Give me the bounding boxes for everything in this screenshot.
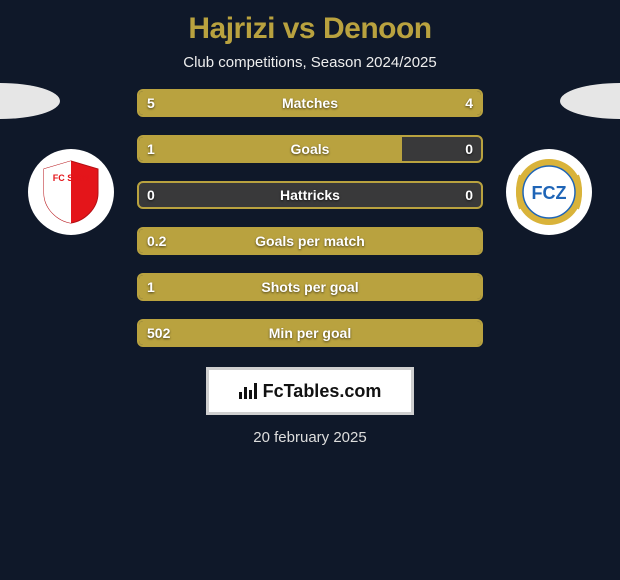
stat-bar-fill-left bbox=[139, 321, 481, 345]
stat-row: Goals10 bbox=[137, 135, 483, 163]
fc-sion-logo: FC SION bbox=[36, 157, 106, 227]
stat-bars: Matches54 Goals10 Hattricks00 Goals per mat… bbox=[137, 89, 483, 347]
stat-bar-track bbox=[137, 89, 483, 117]
brand-name: FcTables.com bbox=[263, 381, 382, 402]
vs-label: vs bbox=[283, 12, 315, 45]
stat-row: Goals per match0.2 bbox=[137, 227, 483, 255]
club-badge-right: FCZ bbox=[506, 149, 592, 235]
stat-row: Min per goal502 bbox=[137, 319, 483, 347]
stat-row: Hattricks00 bbox=[137, 181, 483, 209]
stat-bar-track bbox=[137, 227, 483, 255]
player2-accent-oval bbox=[560, 83, 620, 119]
stat-bar-fill-right bbox=[327, 91, 481, 115]
stat-bar-track bbox=[137, 181, 483, 209]
brand-box[interactable]: FcTables.com bbox=[206, 367, 414, 415]
stat-bar-fill-left bbox=[139, 275, 481, 299]
stat-bar-track bbox=[137, 273, 483, 301]
club-badge-left: FC SION bbox=[28, 149, 114, 235]
subtitle: Club competitions, Season 2024/2025 bbox=[183, 54, 437, 71]
fc-zurich-logo: FCZ bbox=[514, 157, 584, 227]
page-title: Hajrizi vs Denoon bbox=[188, 12, 431, 46]
comparison-area: FC SION FCZ Matches54 Goals10 Hattricks00 G… bbox=[0, 89, 620, 446]
date-label: 20 february 2025 bbox=[253, 429, 366, 446]
stat-row: Matches54 bbox=[137, 89, 483, 117]
stat-bar-track bbox=[137, 319, 483, 347]
player1-accent-oval bbox=[0, 83, 60, 119]
stat-bar-track bbox=[137, 135, 483, 163]
svg-text:FCZ: FCZ bbox=[532, 183, 567, 203]
brand-bars-icon bbox=[239, 383, 257, 399]
stat-bar-fill-left bbox=[139, 137, 402, 161]
stat-bar-fill-left bbox=[139, 91, 327, 115]
player2-name: Denoon bbox=[323, 12, 432, 45]
player1-name: Hajrizi bbox=[188, 12, 275, 45]
stat-row: Shots per goal1 bbox=[137, 273, 483, 301]
svg-text:FC SION: FC SION bbox=[53, 173, 90, 183]
stat-bar-fill-left bbox=[139, 229, 481, 253]
root: Hajrizi vs Denoon Club competitions, Sea… bbox=[0, 0, 620, 446]
